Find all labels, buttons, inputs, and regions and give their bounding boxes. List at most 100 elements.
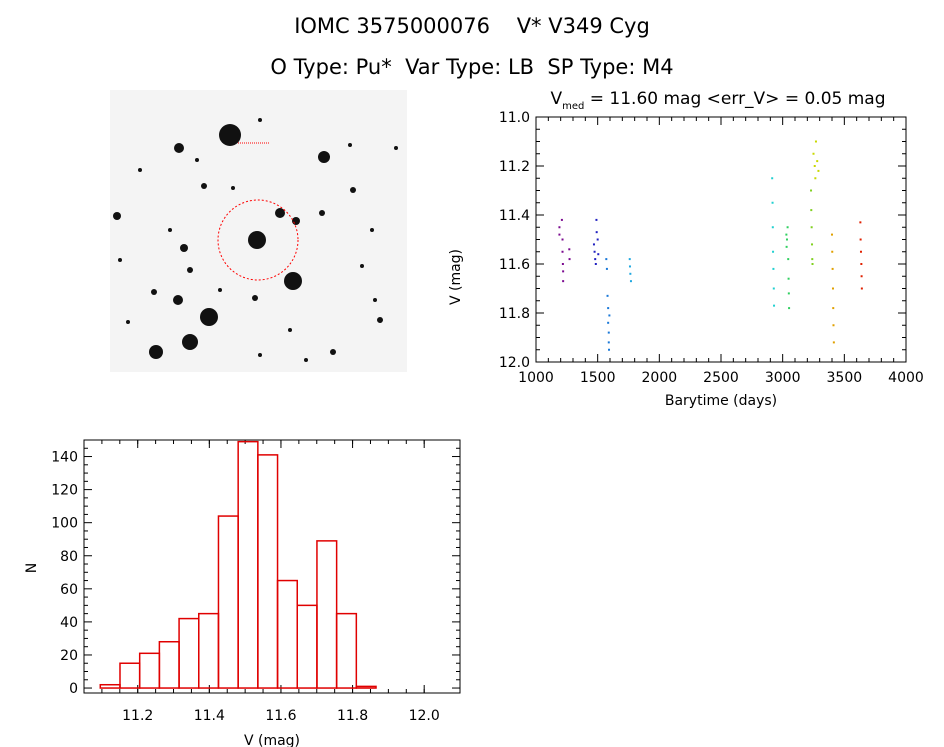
data-point (772, 287, 775, 290)
histogram-bar (335, 612, 358, 689)
x-tick-label: 11.4 (194, 708, 225, 724)
data-point (832, 307, 835, 310)
data-point (860, 275, 863, 278)
data-point (562, 280, 565, 283)
y-tick-label: 120 (51, 483, 78, 499)
data-point (788, 307, 791, 310)
data-point (607, 331, 610, 334)
data-point (810, 189, 813, 192)
histogram-bar (119, 662, 141, 689)
data-point (592, 243, 595, 246)
data-point (608, 348, 611, 351)
data-point (786, 226, 789, 229)
y-axis-label: N (24, 563, 40, 573)
data-point (859, 221, 862, 224)
data-point (859, 238, 862, 241)
data-point (561, 263, 564, 265)
sky-image-panel (110, 90, 407, 372)
data-point (560, 218, 563, 221)
plot-frame (535, 116, 907, 363)
x-tick-label: 3000 (765, 370, 801, 386)
data-point (860, 263, 863, 265)
data-point (771, 226, 774, 229)
data-point (594, 263, 597, 265)
data-point (558, 226, 561, 229)
histogram-bar (158, 640, 180, 689)
data-point (771, 177, 774, 180)
data-point (785, 238, 788, 241)
data-point (596, 238, 599, 241)
histogram-bar (296, 604, 318, 689)
histogram-bar (276, 579, 298, 689)
data-point (771, 201, 774, 204)
data-point (605, 258, 608, 261)
y-tick-label: 12.0 (499, 355, 530, 371)
data-point (594, 258, 597, 261)
data-point (628, 265, 631, 268)
x-tick-label: 11.8 (337, 708, 368, 724)
title-line-2: O Type: Pu* Var Type: LB SP Type: M4 (270, 55, 674, 79)
data-point (859, 250, 862, 253)
data-point (629, 272, 632, 275)
data-point (816, 160, 819, 163)
data-point (787, 292, 790, 295)
target-circle (217, 199, 299, 281)
y-tick-label: 40 (60, 615, 78, 631)
title-line-1: IOMC 3575000076 V* V349 Cyg (294, 14, 650, 38)
data-point (812, 152, 815, 155)
data-point (813, 165, 816, 167)
data-point (607, 307, 610, 310)
data-point (562, 270, 565, 273)
histogram-bar (138, 652, 161, 689)
data-point (607, 341, 610, 344)
y-tick-label: 20 (60, 648, 78, 664)
data-point (568, 258, 571, 261)
data-point (810, 209, 813, 212)
x-axis-label: V (mag) (244, 733, 300, 747)
data-point (593, 250, 596, 253)
y-axis-label: V (mag) (448, 249, 464, 305)
data-point (558, 233, 561, 236)
histogram-bar (217, 515, 239, 689)
data-point (814, 177, 817, 180)
data-point (831, 250, 834, 253)
data-point (860, 287, 863, 290)
histogram-chart: 11.2 11.4 11.6 11.8 12.0 0 20 40 60 80 100 120 140 V… (24, 439, 461, 747)
data-point (832, 324, 835, 327)
data-point (595, 231, 598, 234)
data-point (772, 250, 775, 253)
data-point (597, 253, 600, 256)
histogram-bar (198, 612, 220, 689)
x-tick-label: 1000 (518, 370, 554, 386)
x-tick-label: 11.6 (265, 708, 296, 724)
data-point (787, 277, 790, 280)
data-point (605, 267, 608, 270)
x-tick-label: 2000 (642, 370, 678, 386)
y-tick-label: 100 (51, 516, 78, 532)
sky-image (110, 90, 407, 372)
histogram-bar (355, 685, 377, 689)
data-point (785, 233, 788, 236)
y-tick-label: 11.6 (499, 257, 530, 273)
histogram-bar (99, 683, 121, 689)
x-tick-label: 2500 (703, 370, 739, 386)
histogram-bar (257, 454, 279, 689)
y-tick-label: 80 (60, 549, 78, 565)
data-point (606, 294, 609, 297)
data-point (811, 258, 814, 261)
x-tick-label: 11.2 (122, 708, 153, 724)
x-tick-label: 12.0 (409, 708, 440, 724)
data-point (787, 258, 790, 261)
data-point (608, 314, 611, 317)
data-point (561, 238, 564, 241)
data-point (785, 245, 788, 248)
data-point (811, 243, 814, 246)
data-point (810, 226, 813, 229)
data-point (561, 250, 564, 253)
plot-frame (83, 439, 461, 694)
data-point (831, 287, 834, 290)
x-axis-label: Barytime (days) (665, 393, 777, 409)
y-tick-label: 0 (69, 681, 78, 697)
y-tick-label: 60 (60, 582, 78, 598)
histogram-bar (178, 617, 200, 689)
